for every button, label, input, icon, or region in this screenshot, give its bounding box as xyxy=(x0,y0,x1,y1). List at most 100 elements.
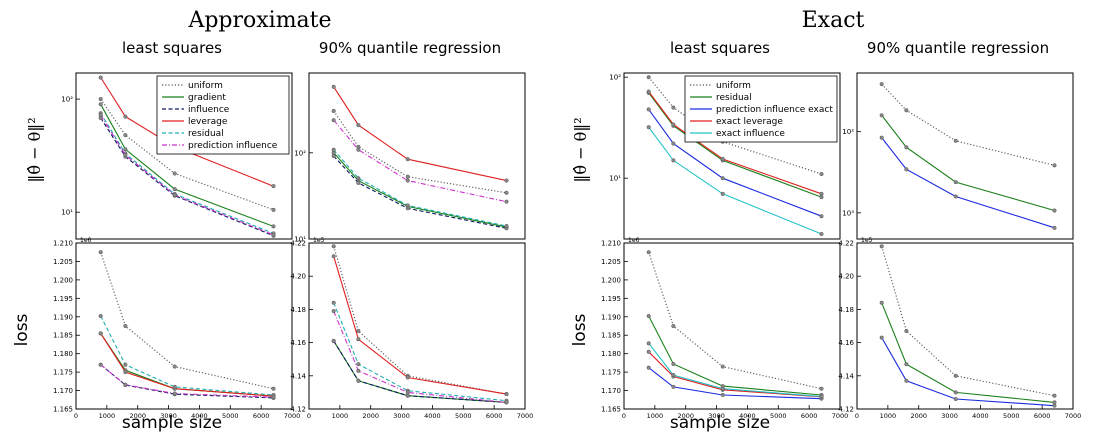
data-point xyxy=(819,214,824,219)
data-point xyxy=(504,392,509,397)
x-tick-label: 6000 xyxy=(486,412,503,420)
data-point xyxy=(819,386,824,391)
data-point xyxy=(1052,393,1057,398)
data-point xyxy=(1052,208,1057,213)
x-tick-label: 6000 xyxy=(1034,412,1051,420)
data-point xyxy=(98,102,103,107)
series-line-prediction-influence-exact xyxy=(881,137,1055,229)
data-point xyxy=(953,180,958,185)
data-point xyxy=(356,176,361,181)
x-tick-label: 2000 xyxy=(910,412,927,420)
data-point xyxy=(271,386,276,391)
data-point xyxy=(1052,403,1057,408)
data-point xyxy=(646,365,651,370)
series-line-uniform xyxy=(333,246,507,395)
row-label-loss-left: loss xyxy=(12,313,32,346)
x-tick-label: 1000 xyxy=(332,412,349,420)
series-line-residual xyxy=(333,149,507,227)
data-point xyxy=(671,158,676,163)
data-point xyxy=(123,382,128,387)
y-tick-label: 1.180 xyxy=(53,350,73,358)
group-title-approximate: Approximate xyxy=(187,8,331,33)
plot-frame xyxy=(75,242,293,410)
y-tick-label: 1.200 xyxy=(53,276,73,284)
y-tick-label: 10² xyxy=(61,96,73,104)
y-tick-label: 1.205 xyxy=(601,258,621,266)
y-tick-label: 1.200 xyxy=(601,276,621,284)
series-line-prediction-influence xyxy=(100,114,274,236)
data-point xyxy=(504,400,509,405)
plot-frame xyxy=(856,72,1074,240)
legend-label: uniform xyxy=(716,81,751,91)
data-point xyxy=(646,75,651,80)
data-point xyxy=(671,361,676,367)
data-point xyxy=(879,300,884,305)
data-point xyxy=(123,370,128,375)
series-line-influence xyxy=(333,340,507,403)
series-line-residual xyxy=(100,315,274,396)
data-point xyxy=(953,396,958,402)
x-tick-label: 4000 xyxy=(739,412,756,420)
data-point xyxy=(405,174,410,179)
data-point xyxy=(331,108,336,114)
data-point xyxy=(331,118,336,123)
legend-label: exact leverage xyxy=(716,117,783,127)
data-point xyxy=(331,309,336,314)
series-line-influence xyxy=(100,364,274,399)
y-offset-label: 1e6 xyxy=(628,237,640,244)
y-tick-label: 4.20 xyxy=(838,273,854,281)
panel-exact-qr-error: 10³ 10² xyxy=(842,72,1074,240)
data-point xyxy=(646,107,651,112)
data-point xyxy=(172,192,177,198)
data-point xyxy=(904,362,909,367)
series-line-prediction-influence xyxy=(333,119,507,203)
data-point xyxy=(879,113,884,118)
series-line-prediction-influence-exact xyxy=(648,109,822,217)
legend-label: prediction influence exact xyxy=(716,105,833,115)
data-point xyxy=(98,250,103,255)
data-point xyxy=(356,328,361,334)
y-tick-label: 10² xyxy=(609,74,621,82)
x-tick-label: 2000 xyxy=(362,412,379,420)
data-point xyxy=(356,368,361,373)
data-point xyxy=(879,244,884,249)
x-tick-label: 6000 xyxy=(801,412,818,420)
x-tick-label: 0 xyxy=(307,412,311,420)
data-point xyxy=(405,178,410,183)
y-tick-label: 10¹ xyxy=(609,175,621,183)
series-line-residual xyxy=(333,302,507,402)
data-point xyxy=(98,362,103,367)
data-point xyxy=(331,147,336,152)
y-tick-label: 4.18 xyxy=(290,306,306,314)
column-title-exact-qr: 90% quantile regression xyxy=(867,39,1049,57)
legend-label: residual xyxy=(716,93,752,103)
x-tick-label: 1000 xyxy=(99,412,116,420)
data-point xyxy=(720,386,725,391)
data-point xyxy=(405,375,410,380)
data-point xyxy=(405,203,410,208)
data-point xyxy=(819,394,824,399)
x-tick-label: 7000 xyxy=(832,412,849,420)
panel-approx-qr-loss: 4.12 4.14 4.16 4.18 4.20 4.22 0 1000 2000 3000 400… xyxy=(290,237,533,420)
legend: uniform gradient influence leverage residual… xyxy=(156,75,290,155)
y-tick-label: 1.170 xyxy=(53,387,73,395)
column-title-approx-qr: 90% quantile regression xyxy=(319,39,501,57)
data-point xyxy=(123,362,128,367)
y-tick-label: 4.18 xyxy=(838,306,854,314)
y-tick-label: 4.16 xyxy=(838,339,854,347)
y-tick-label: 4.16 xyxy=(290,339,306,347)
series-line-prediction-influence-exact xyxy=(648,367,822,400)
y-tick-label: 1.195 xyxy=(601,295,621,303)
data-point xyxy=(671,105,676,110)
y-tick-label: 1.165 xyxy=(53,406,73,414)
legend: uniform residual prediction influence exac… xyxy=(684,75,838,143)
series-line-residual xyxy=(881,114,1055,212)
data-point xyxy=(356,378,361,383)
data-point xyxy=(904,378,909,383)
data-point xyxy=(720,176,725,181)
data-point xyxy=(720,364,725,369)
legend-label: uniform xyxy=(188,81,223,91)
x-label-approx: sample size xyxy=(122,413,222,433)
data-point xyxy=(646,349,651,354)
